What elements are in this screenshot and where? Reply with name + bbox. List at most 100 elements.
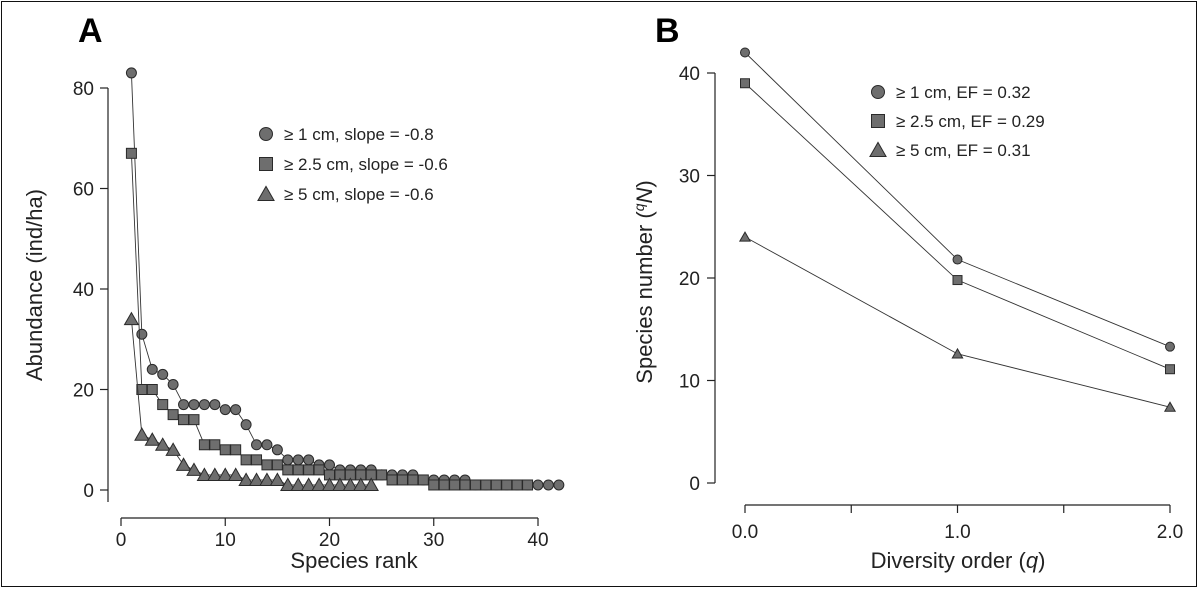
panel-a-point-square	[511, 479, 523, 491]
panel-b-ylabel: Species number (qN)	[631, 180, 657, 383]
panel-a-point-square	[146, 384, 158, 395]
panel-a-point-square	[251, 454, 263, 466]
panel-a-ytick-label: 80	[73, 79, 94, 100]
panel-a-point-triangle	[238, 472, 254, 486]
panel-b-xlabel: Diversity order (q)	[871, 548, 1046, 573]
panel-a-ytick-label: 60	[73, 180, 94, 201]
panel-a-point-square	[240, 454, 252, 466]
panel-a-point-circle	[240, 419, 252, 431]
panel-a-xtick-label: 20	[319, 530, 340, 551]
panel-a-point-square	[417, 474, 429, 486]
panel-b-legend-label: ≥ 1 cm, EF = 0.32	[896, 83, 1031, 102]
panel-a-point-triangle	[207, 467, 223, 481]
panel-a-xlabel: Species rank	[290, 548, 418, 573]
panel-a-point-triangle	[332, 477, 348, 491]
panel-a-point-triangle	[175, 457, 192, 471]
panel-a-point-square	[303, 464, 315, 476]
panel-a-point-circle	[198, 399, 210, 411]
panel-b-xtick-label: 0.0	[732, 522, 758, 543]
panel-a-ylabel: Abundance (ind/ha)	[22, 189, 47, 381]
panel-a-point-circle	[553, 479, 565, 491]
panel-b-legend-label: ≥ 2.5 cm, EF = 0.29	[896, 112, 1045, 131]
panel-a-point-triangle	[280, 477, 296, 491]
panel-a-point-triangle	[144, 432, 161, 446]
panel-a-ytick-label: 0	[83, 481, 94, 502]
panel-b-legend-symbol-circle	[871, 85, 885, 99]
panel-a-point-square	[198, 439, 210, 451]
panel-b-ytick-label: 0	[689, 474, 700, 495]
panel-a-point-circle	[136, 328, 148, 340]
panel-a-point-triangle	[311, 477, 327, 491]
panel-a-xtick-label: 30	[423, 530, 444, 551]
panel-a-point-triangle	[154, 437, 171, 451]
panel-b-point-triangle	[951, 347, 964, 359]
panel-a-point-square	[376, 469, 388, 481]
panel-a-xtick-label: 40	[527, 530, 548, 551]
panel-b-xtick-label: 1.0	[944, 522, 970, 543]
panel-a-point-square	[428, 479, 440, 491]
panel-a-point-triangle	[123, 311, 140, 326]
panel-a-point-triangle	[186, 462, 202, 476]
panel-b-legend-label: ≥ 5 cm, EF = 0.31	[896, 141, 1031, 160]
panel-a-xtick-label: 10	[215, 530, 236, 551]
panel-a-point-triangle	[290, 477, 306, 491]
panel-a-point-triangle	[363, 477, 379, 491]
panel-a-point-square	[219, 444, 231, 456]
panel-b-ytick-label: 30	[679, 167, 700, 188]
panel-a-point-square	[490, 479, 502, 491]
panel-b-label: B	[655, 12, 680, 50]
panel-b-point-square	[952, 275, 963, 286]
panel-b-point-square	[1165, 364, 1175, 375]
panel-a-legend-label: ≥ 2.5 cm, slope = -0.6	[284, 155, 448, 174]
panel-a-legend-label: ≥ 1 cm, slope = -0.8	[284, 125, 434, 144]
panel-a-point-square	[271, 459, 283, 471]
panel-a-point-triangle	[259, 472, 275, 486]
panel-a-point-square	[522, 479, 534, 491]
panel-a-point-square	[167, 409, 179, 421]
panel-a-point-circle	[188, 399, 200, 411]
panel-a-point-square	[449, 479, 461, 491]
panel-b-plot: 0 10 20 30 40 0.0 1.0 2.0 ≥ 1 cm, EF = 0.32 ≥ 2.5…	[679, 47, 1183, 543]
panel-a-point-square	[230, 444, 242, 456]
panel-a-point-triangle	[342, 477, 359, 491]
panel-a-point-square	[209, 439, 221, 451]
panel-a-point-circle	[209, 399, 221, 411]
panel-a-point-circle	[542, 479, 554, 491]
panel-b-ytick-label: 10	[679, 372, 700, 393]
panel-a-point-square	[469, 479, 481, 491]
panel-a-point-square	[125, 147, 137, 159]
panel-b-point-circle	[740, 47, 750, 58]
panel-a-point-square	[386, 474, 398, 486]
panel-b-xtick-label: 2.0	[1157, 522, 1183, 543]
panel-a-point-square	[282, 464, 294, 476]
panel-a-point-circle	[292, 454, 304, 466]
panel-a-point-square	[501, 479, 513, 491]
panel-a-point-square	[188, 414, 200, 426]
panel-a-point-circle	[282, 454, 294, 466]
panel-a-point-triangle	[321, 477, 338, 491]
panel-a-point-circle	[157, 368, 169, 380]
panel-a-point-circle	[219, 404, 231, 416]
panel-a-point-square	[459, 479, 471, 491]
panel-a-point-square	[313, 464, 325, 476]
panel-a-label: A	[78, 12, 103, 50]
panel-b-ytick-label: 40	[679, 64, 700, 85]
panel-a-point-circle	[271, 444, 283, 456]
panel-a-point-circle	[532, 479, 544, 491]
panel-a-point-triangle	[353, 477, 369, 491]
panel-a-point-triangle	[269, 472, 286, 486]
panel-b-point-triangle	[738, 231, 752, 242]
panel-a-point-circle	[324, 459, 335, 471]
panel-a-point-circle	[167, 378, 179, 390]
panel-b-point-triangle	[1163, 401, 1177, 412]
panel-a-point-circle	[178, 399, 190, 411]
panel-a-point-triangle	[217, 467, 234, 481]
panel-a-point-circle	[261, 439, 273, 451]
panel-a-ytick-label: 40	[73, 280, 94, 301]
panel-a-point-square	[438, 479, 450, 491]
panel-a-point-circle	[125, 67, 137, 79]
panel-a-point-triangle	[165, 442, 181, 456]
panel-a-ytick-label: 20	[73, 381, 94, 402]
